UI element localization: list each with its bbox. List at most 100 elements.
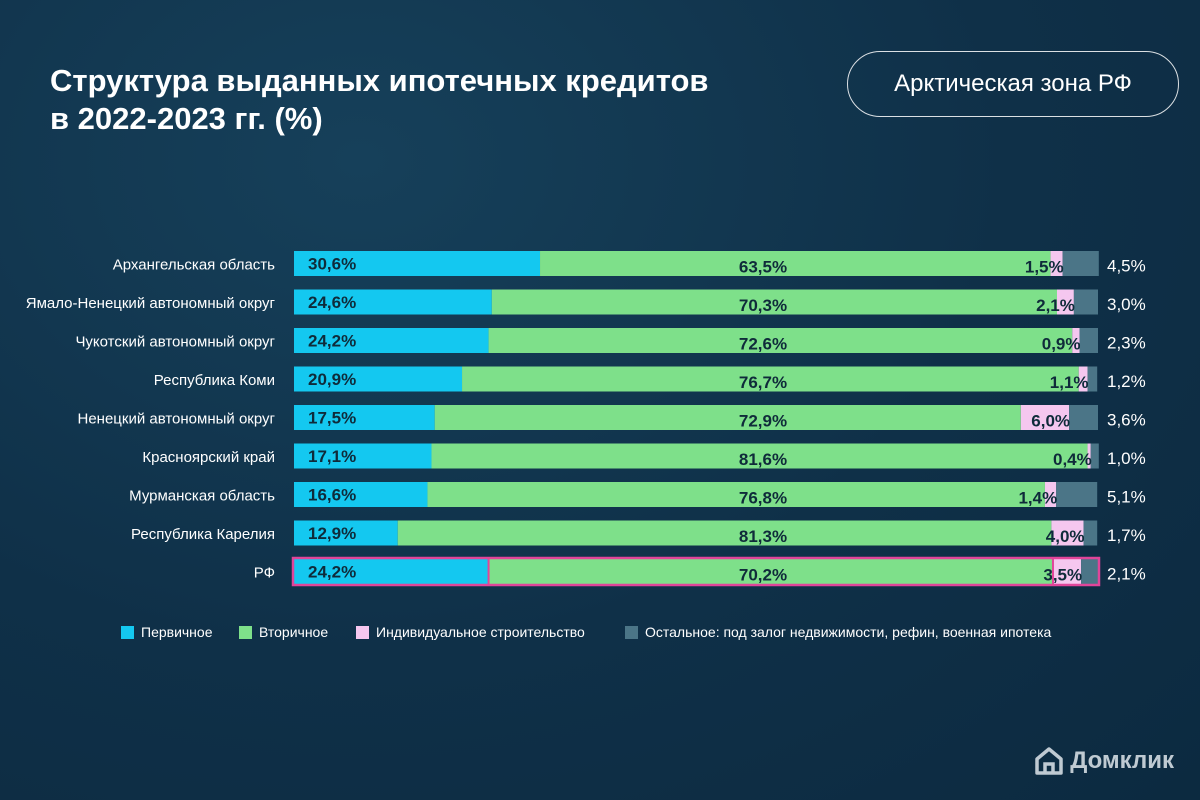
data-label-secondary: 72,9% <box>739 412 787 431</box>
bar-segment-other <box>1081 559 1098 584</box>
bar-segment-primary <box>294 405 435 430</box>
bar-segment-secondary <box>491 289 1057 315</box>
category-label: Республика Карелия <box>131 526 275 543</box>
bar-segment-secondary <box>397 520 1052 546</box>
data-label-other: 3,0% <box>1107 295 1146 314</box>
data-label-secondary: 70,2% <box>739 566 787 585</box>
legend-item-individual: Индивидуальное строительство <box>356 624 585 640</box>
chart-title-line1: Структура выданных ипотечных кредитов <box>50 63 709 98</box>
data-label-primary: 12,9% <box>308 524 356 543</box>
data-label-individual: 1,5% <box>1025 258 1064 277</box>
data-label-other: 4,5% <box>1107 257 1146 276</box>
data-label-secondary: 76,7% <box>739 373 787 392</box>
bar-segment-primary <box>294 559 489 584</box>
data-label-other: 1,2% <box>1107 372 1146 391</box>
data-label-individual: 3,5% <box>1043 566 1082 585</box>
data-label-individual: 2,1% <box>1036 296 1075 315</box>
data-label-secondary: 72,6% <box>739 335 787 354</box>
legend-label: Остальное: под залог недвижимости, рефин… <box>645 624 1052 640</box>
legend-swatch <box>356 626 369 639</box>
bar-segment-primary <box>294 289 492 315</box>
bar-row-чукотский-автономный-округ: Чукотский автономный округ 24,2% 72,6% 0,9%… <box>75 328 1146 354</box>
legend-swatch <box>121 626 134 639</box>
bar-segment-primary <box>294 328 489 353</box>
category-label: Ямало-Ненецкий автономный округ <box>26 295 276 312</box>
data-label-other: 5,1% <box>1107 488 1146 507</box>
data-label-individual: 1,1% <box>1050 373 1089 392</box>
bar-segment-individual <box>1044 482 1057 507</box>
category-label: Чукотский автономный округ <box>75 334 275 351</box>
bar-segment-secondary <box>431 443 1088 469</box>
bar-row-республика-коми: Республика Коми 20,9% 76,7% 1,1% 1,2% <box>154 366 1146 392</box>
bar-segment-individual <box>1052 559 1082 584</box>
category-label: Мурманская область <box>129 488 275 505</box>
bar-segment-other <box>1083 520 1098 546</box>
bar-segment-secondary <box>462 366 1079 392</box>
bar-segment-individual <box>1056 289 1074 315</box>
data-label-secondary: 81,3% <box>739 527 787 546</box>
brand-name: Домклик <box>1070 747 1174 774</box>
legend-swatch <box>625 626 638 639</box>
data-label-primary: 24,2% <box>308 563 356 582</box>
data-label-secondary: 81,6% <box>739 450 787 469</box>
bar-row-ненецкий-автономный-округ: Ненецкий автономный округ 17,5% 72,9% 6,0% 3… <box>77 405 1146 431</box>
data-label-primary: 17,5% <box>308 409 356 428</box>
legend-label: Вторичное <box>259 624 328 640</box>
bar-segment-other <box>1090 443 1099 469</box>
bar-row-красноярский-край: Красноярский край 17,1% 81,6% 0,4% 1,0% <box>142 443 1146 469</box>
bar-segment-secondary <box>488 328 1073 353</box>
bar-segment-primary <box>294 520 398 546</box>
bar-segment-individual <box>1072 328 1080 353</box>
bar-segment-primary <box>294 366 463 392</box>
bar-segment-primary <box>294 251 541 276</box>
data-label-other: 1,0% <box>1107 449 1146 468</box>
category-label: РФ <box>254 565 275 582</box>
chart-title-line2: в 2022-2023 гг. (%) <box>50 101 323 136</box>
bar-segment-individual <box>1050 251 1063 276</box>
highlight-border <box>291 556 1101 587</box>
legend-item-primary: Первичное <box>121 624 213 640</box>
domclick-logo: Домклик <box>1034 746 1174 776</box>
data-label-individual: 6,0% <box>1031 412 1070 431</box>
data-label-individual: 4,0% <box>1046 527 1085 546</box>
data-label-other: 2,1% <box>1107 565 1146 584</box>
data-label-secondary: 70,3% <box>739 296 787 315</box>
data-label-secondary: 63,5% <box>739 258 787 277</box>
legend-item-other: Остальное: под залог недвижимости, рефин… <box>625 624 1052 640</box>
data-label-individual: 0,4% <box>1053 450 1092 469</box>
data-label-primary: 24,2% <box>308 332 356 351</box>
data-label-primary: 16,6% <box>308 486 356 505</box>
legend-item-secondary: Вторичное <box>239 624 328 640</box>
bar-segment-other <box>1069 405 1098 430</box>
bar-segment-other <box>1079 328 1098 353</box>
bar-segment-primary <box>294 482 428 507</box>
category-label: Ненецкий автономный округ <box>77 411 275 428</box>
bar-row-республика-карелия: Республика Карелия 12,9% 81,3% 4,0% 1,7% <box>131 520 1146 546</box>
category-label: Красноярский край <box>142 449 275 466</box>
data-label-individual: 0,9% <box>1042 335 1081 354</box>
data-label-other: 2,3% <box>1107 334 1146 353</box>
bar-segment-other <box>1062 251 1099 276</box>
legend-label: Индивидуальное строительство <box>376 624 585 640</box>
bar-row-ямало-ненецкий-автономный-округ: Ямало-Ненецкий автономный округ 24,6% 70,3… <box>26 289 1146 315</box>
data-label-primary: 17,1% <box>308 447 356 466</box>
bar-segment-individual <box>1078 366 1088 392</box>
data-label-other: 3,6% <box>1107 411 1146 430</box>
bar-segment-other <box>1073 289 1098 315</box>
bar-segment-primary <box>294 443 432 469</box>
bar-segment-secondary <box>427 482 1045 507</box>
bar-segment-individual <box>1051 520 1084 546</box>
legend-swatch <box>239 626 252 639</box>
chart-title: Структура выданных ипотечных кредитов в … <box>50 62 810 138</box>
category-label: Архангельская область <box>113 257 275 274</box>
data-label-primary: 24,6% <box>308 293 356 312</box>
bar-segment-secondary <box>488 559 1053 584</box>
bar-segment-secondary <box>434 405 1021 430</box>
data-label-secondary: 76,8% <box>739 489 787 508</box>
legend-label: Первичное <box>141 624 213 640</box>
bar-segment-other <box>1087 366 1098 392</box>
bar-segment-individual <box>1020 405 1070 430</box>
data-label-individual: 1,4% <box>1018 489 1057 508</box>
legend: Первичное Вторичное Индивидуальное строите… <box>121 624 1052 640</box>
